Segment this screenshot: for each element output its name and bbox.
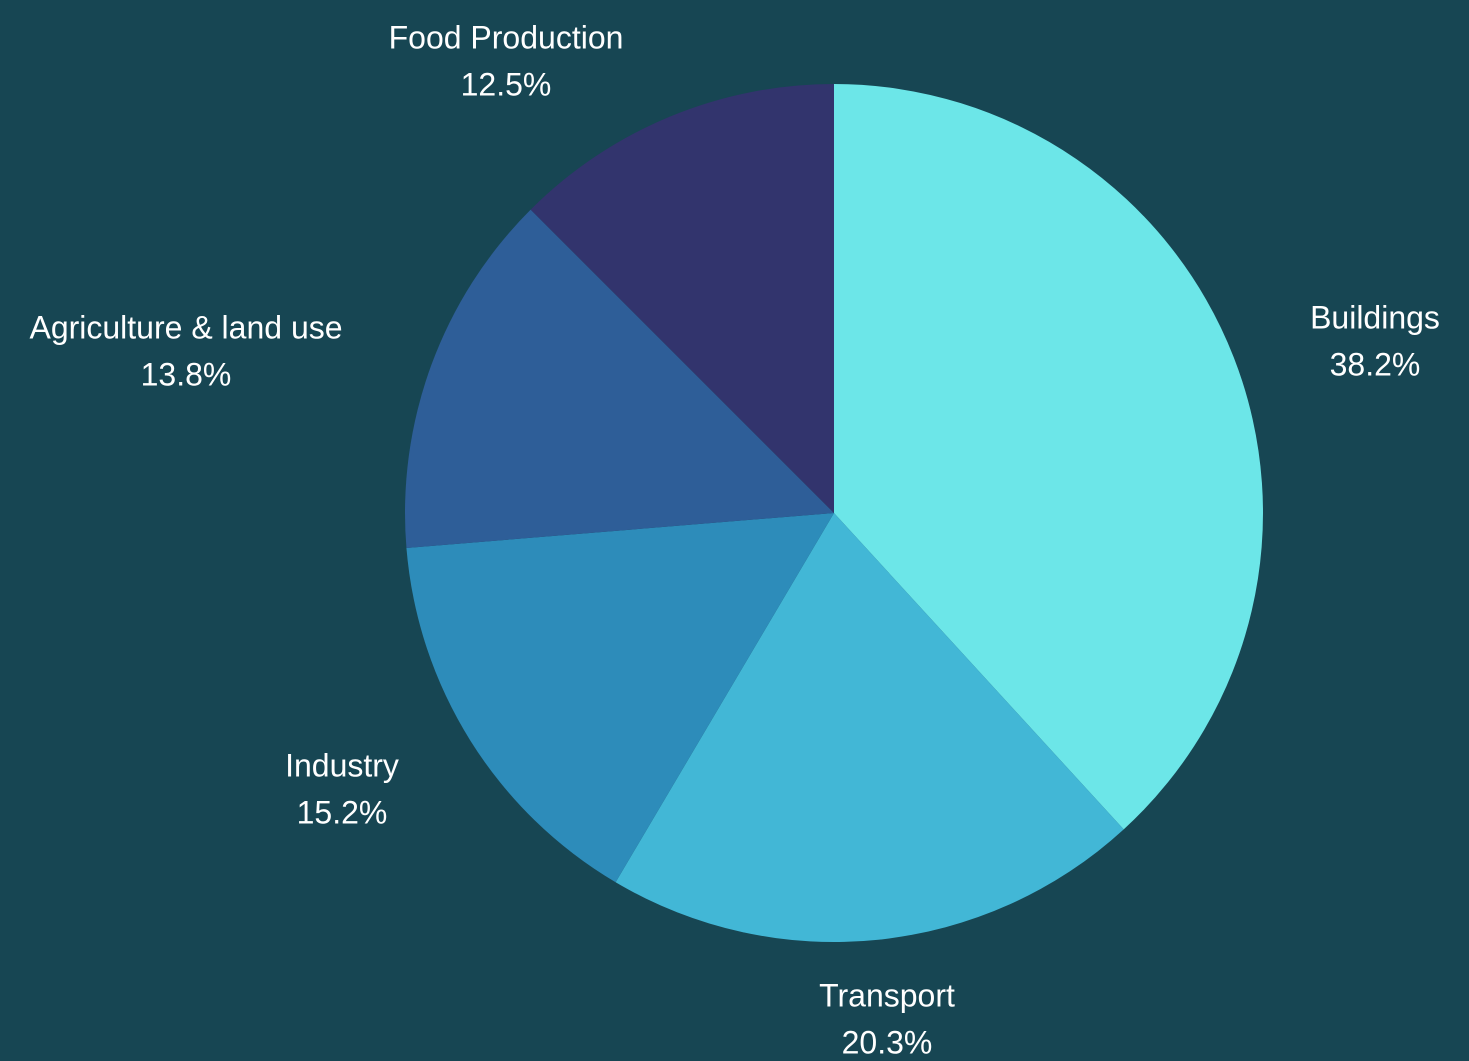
- slice-value-label: 20.3%: [842, 1024, 933, 1060]
- slice-label-industry: Industry 15.2%: [285, 747, 399, 830]
- slice-value-label: 13.8%: [141, 356, 232, 392]
- slice-label-buildings: Buildings 38.2%: [1310, 299, 1440, 382]
- pie-labels: Buildings 38.2% Transport 20.3% Industry 15.2…: [29, 19, 1439, 1060]
- pie-slice-agriculture-and-land-use: [404, 209, 834, 548]
- pie-slice-transport: [615, 513, 1124, 943]
- slice-label-agriculture-and-land-use: Agriculture & land use 13.8%: [29, 309, 342, 392]
- slice-category-label: Food Production: [389, 19, 624, 55]
- pie-slice-food-production: [530, 84, 834, 513]
- slice-category-label: Transport: [819, 977, 955, 1013]
- pie-slice-industry: [406, 513, 834, 883]
- pie-slices: [404, 84, 1263, 943]
- pie-slice-buildings: [834, 84, 1263, 830]
- slice-value-label: 38.2%: [1330, 346, 1421, 382]
- slice-category-label: Agriculture & land use: [29, 309, 342, 345]
- slice-value-label: 15.2%: [297, 794, 388, 830]
- slice-label-transport: Transport 20.3%: [819, 977, 955, 1060]
- slice-value-label: 12.5%: [461, 66, 552, 102]
- slice-label-food-production: Food Production 12.5%: [389, 19, 624, 102]
- slice-category-label: Industry: [285, 747, 399, 783]
- slice-category-label: Buildings: [1310, 299, 1440, 335]
